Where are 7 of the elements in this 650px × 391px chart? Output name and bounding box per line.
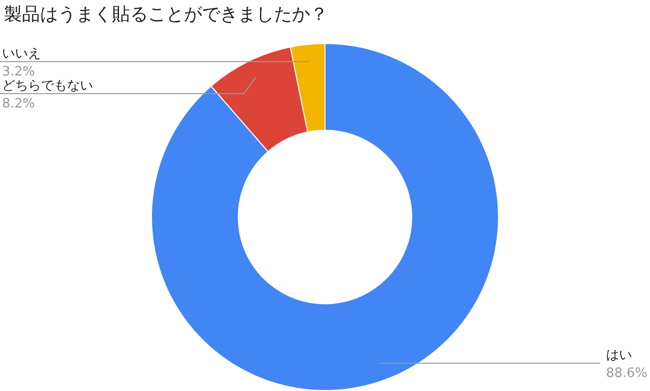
slice-label: いいえ bbox=[2, 46, 41, 62]
data-label: 8.2% bbox=[2, 96, 36, 112]
chart-title: 製品はうまく貼ることができましたか？ bbox=[4, 3, 328, 26]
slice-label: はい bbox=[606, 348, 632, 364]
data-label: 3.2% bbox=[2, 64, 36, 80]
slice-label: どちらでもない bbox=[2, 78, 93, 94]
data-label: 88.6% bbox=[606, 366, 648, 382]
